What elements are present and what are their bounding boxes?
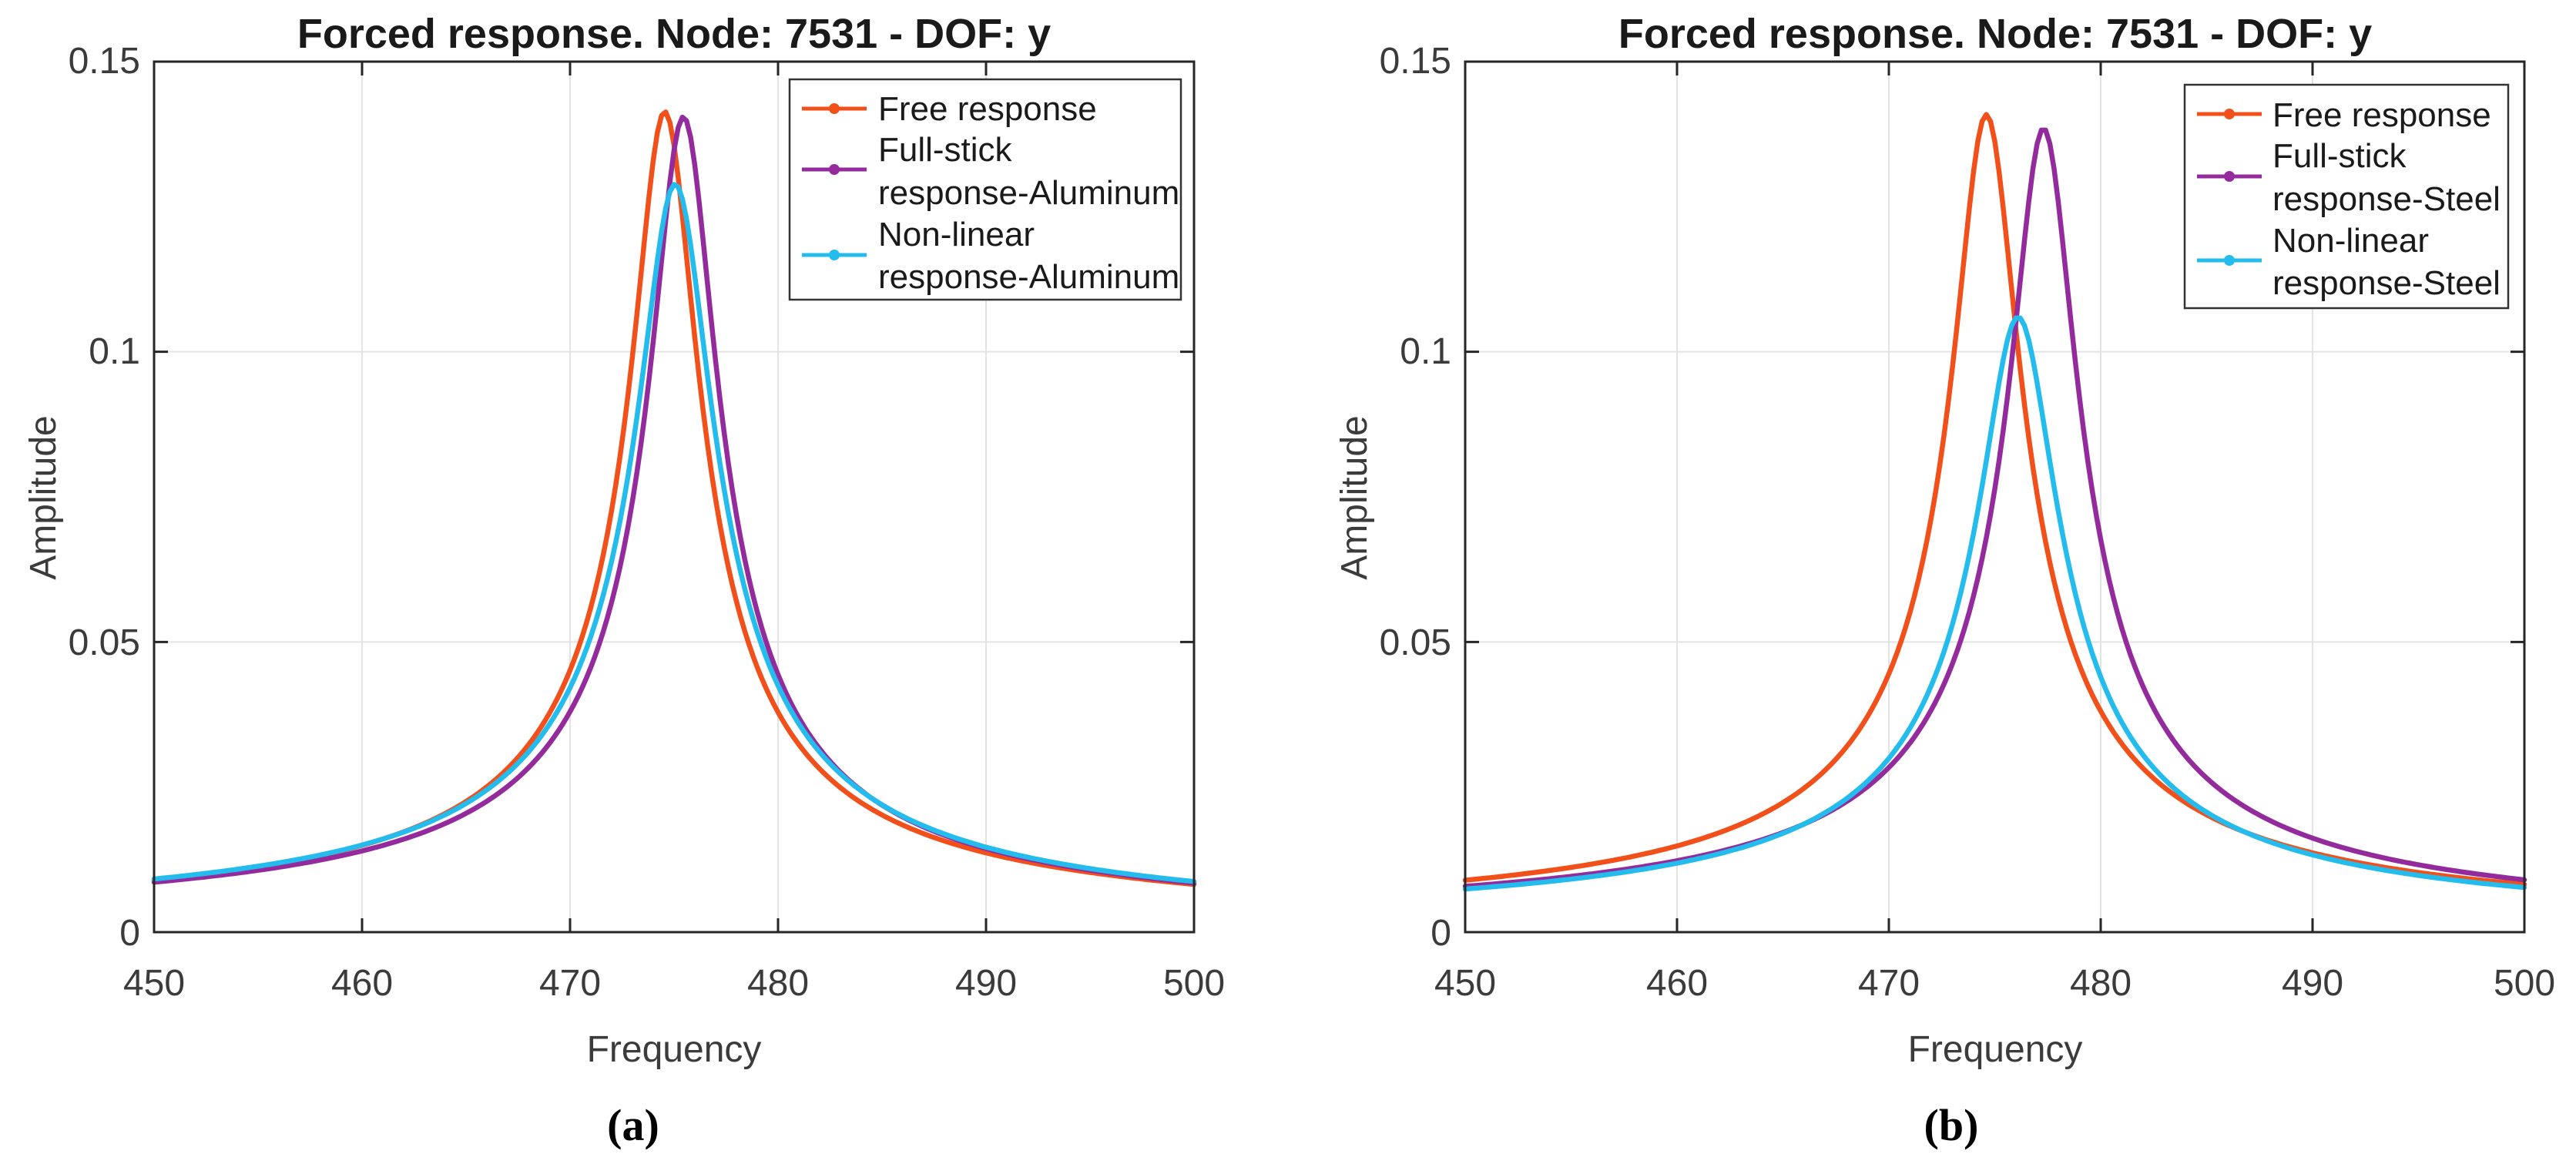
chart-a-xtick-460: 460 [331,963,393,1004]
chart-a-ytick-015: 0.15 [69,41,140,82]
chart-a-caption: (a) [607,1100,659,1150]
chart-a-legend-row-1: Free response [878,90,1097,128]
chart-b-legend-marker-nonlinear [2224,255,2235,266]
chart-a-legend-row-3: response-Aluminum [878,174,1179,212]
chart-a-xtick-480: 480 [747,963,809,1004]
chart-a-legend-row-4: Non-linear [878,216,1035,253]
chart-b-xlabel: Frequency [1908,1029,2083,1070]
chart-a-title: Forced response. Node: 7531 - DOF: y [297,11,1051,57]
chart-a: Forced response. Node: 7531 - DOF: y 450… [23,11,1225,1150]
chart-a-xtick-450: 450 [123,963,185,1004]
chart-b-legend-box [2183,83,2510,310]
chart-b-xtick-490: 490 [2282,963,2343,1004]
chart-b-legend-row-1: Free response [2272,96,2491,134]
series-line-full-stick-response-steel [1462,127,2527,889]
chart-b-xtick-460: 460 [1646,963,1708,1004]
chart-a-xtick-500: 500 [1163,963,1225,1004]
chart-b-legend-marker-free [2224,109,2235,119]
chart-a-legend: Free response Full-stick response-Alumin… [788,78,1182,301]
chart-b: Forced response. Node: 7531 - DOF: y 450… [1334,11,2555,1150]
chart-b-ylabel: Amplitude [1334,415,1375,579]
chart-b-xtick-450: 450 [1434,963,1496,1004]
chart-b-legend-row-5: response-Steel [2272,264,2501,302]
chart-a-legend-row-2: Full-stick [878,131,1013,169]
chart-a-ytick-01: 0.1 [89,331,140,372]
axis-box-a [153,60,1196,934]
chart-b-caption: (b) [1924,1100,1979,1150]
axis-box-b [1464,60,2526,934]
series-line-non-linear-response-steel [1462,315,2527,892]
chart-b-xtick-470: 470 [1858,963,1920,1004]
chart-a-xtick-490: 490 [955,963,1017,1004]
chart-a-ylabel: Amplitude [23,415,64,579]
chart-a-legend-marker-free [829,103,840,114]
chart-a-legend-marker-fullstick [829,164,840,175]
chart-b-legend: Free response Full-stick response-Steel … [2183,83,2510,310]
chart-a-legend-marker-nonlinear [829,250,840,260]
chart-a-ytick-005: 0.05 [69,622,140,663]
plot-area-a [151,60,1197,934]
chart-a-legend-row-5: response-Aluminum [878,258,1179,296]
chart-b-legend-marker-fullstick [2224,171,2235,182]
chart-b-legend-row-4: Non-linear [2272,222,2429,260]
chart-b-ytick-01: 0.1 [1400,331,1451,372]
series-line-non-linear-response-aluminum [151,182,1197,884]
chart-b-xtick-500: 500 [2494,963,2555,1004]
chart-b-ytick-005: 0.05 [1380,622,1451,663]
chart-b-ytick-0: 0 [1431,913,1451,954]
chart-b-ytick-015: 0.15 [1380,41,1451,82]
chart-b-legend-row-2: Full-stick [2272,137,2407,175]
chart-b-title: Forced response. Node: 7531 - DOF: y [1618,11,2372,57]
chart-b-legend-row-3: response-Steel [2272,180,2501,218]
chart-a-xtick-470: 470 [539,963,601,1004]
chart-a-xlabel: Frequency [587,1029,762,1070]
chart-b-xtick-480: 480 [2070,963,2132,1004]
chart-a-ytick-0: 0 [119,913,140,954]
chart-a-legend-box [788,78,1182,301]
